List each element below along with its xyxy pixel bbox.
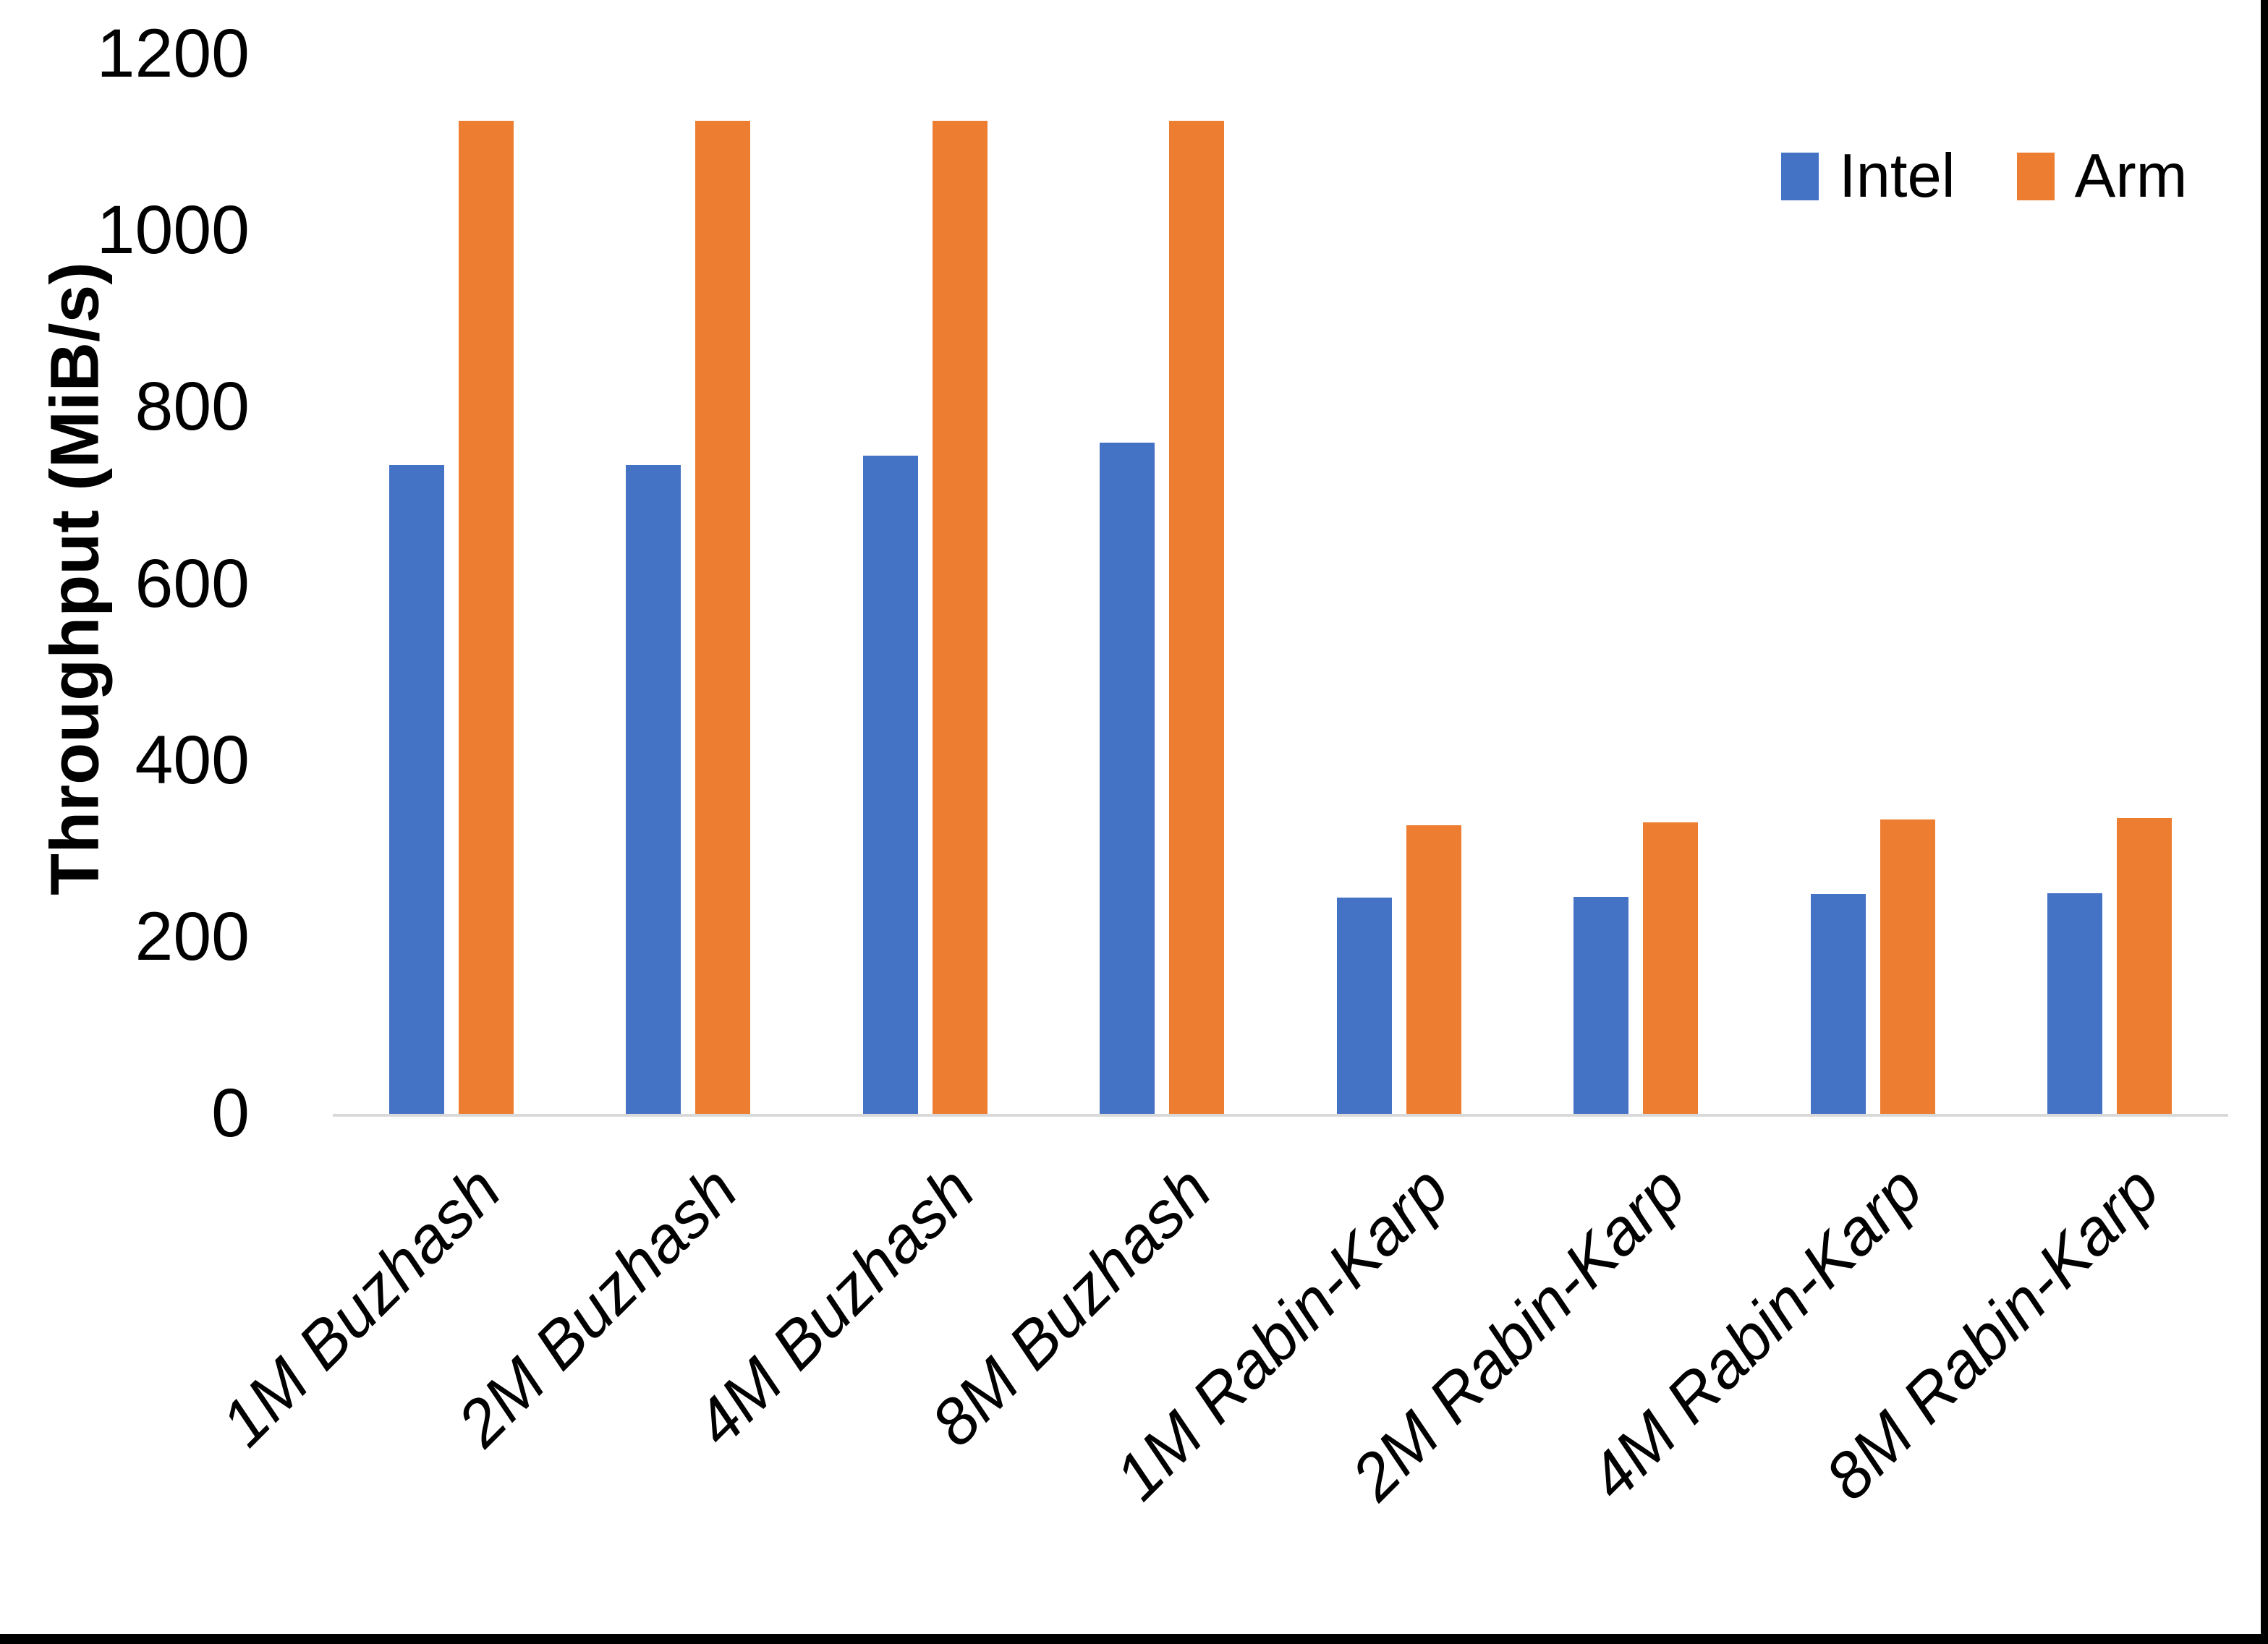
legend-label-intel: Intel [1839,142,1955,210]
y-tick-200: 200 [135,898,250,975]
y-tick-800: 800 [135,368,250,445]
category-slot-2m-rabin-karp [1518,54,1755,1114]
bar-intel-2m-buzhash [626,465,681,1114]
y-tick-1200: 1200 [96,15,250,92]
bar-intel-2m-rabin-karp [1573,897,1629,1114]
legend: Intel Arm [1781,141,2187,212]
bar-intel-1m-rabin-karp [1336,898,1392,1114]
category-slot-4m-buzhash [807,54,1044,1114]
bar-intel-8m-rabin-karp [2047,893,2103,1114]
bar-arm-1m-buzhash [458,121,514,1114]
category-slot-1m-buzhash [333,54,570,1114]
plot-area [333,54,2228,1117]
bar-arm-8m-buzhash [1169,121,1225,1114]
bar-arm-1m-rabin-karp [1406,825,1461,1114]
y-tick-600: 600 [135,545,250,622]
category-slot-1m-rabin-karp [1280,54,1518,1114]
legend-swatch-arm [2016,153,2055,200]
bar-intel-1m-buzhash [388,465,444,1114]
category-slot-8m-rabin-karp [1992,54,2229,1114]
scan-edge-right [2261,0,2268,1644]
legend-item-arm: Arm [2016,141,2188,212]
scan-edge-bottom [0,1634,2268,1644]
category-slot-8m-buzhash [1044,54,1281,1114]
category-slot-2m-buzhash [570,54,807,1114]
legend-swatch-intel [1781,153,1819,200]
y-tick-0: 0 [211,1075,250,1151]
y-tick-400: 400 [135,722,250,798]
y-tick-1000: 1000 [96,192,250,268]
legend-label-arm: Arm [2074,142,2188,210]
bar-intel-4m-rabin-karp [1810,894,1866,1114]
bar-arm-8m-rabin-karp [2117,818,2173,1114]
category-slot-4m-rabin-karp [1754,54,1992,1114]
bar-arm-4m-buzhash [932,121,988,1114]
bar-intel-8m-buzhash [1100,443,1155,1114]
bar-intel-4m-buzhash [862,456,918,1114]
bar-arm-2m-rabin-karp [1643,822,1699,1114]
legend-item-intel: Intel [1781,141,1955,212]
bar-arm-4m-rabin-karp [1880,819,1935,1114]
bar-arm-2m-buzhash [695,121,751,1114]
